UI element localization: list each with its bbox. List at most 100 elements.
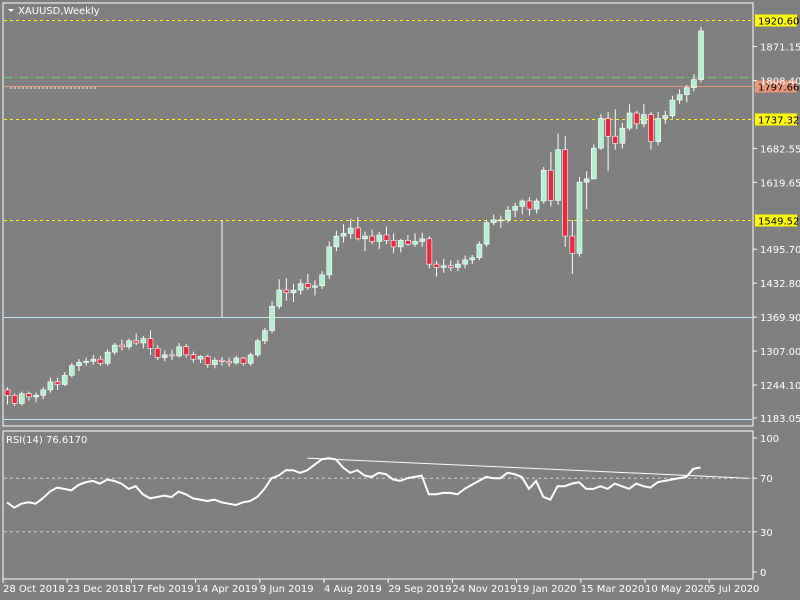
- candle-body[interactable]: [226, 361, 232, 364]
- candle-body[interactable]: [576, 181, 583, 254]
- candle-body[interactable]: [505, 209, 511, 221]
- candle-body[interactable]: [183, 346, 190, 356]
- candle-body[interactable]: [326, 246, 333, 276]
- candle-body[interactable]: [83, 361, 89, 363]
- candle-body[interactable]: [269, 305, 275, 331]
- candle-body[interactable]: [512, 206, 518, 211]
- candle-body[interactable]: [147, 338, 154, 349]
- candle-body[interactable]: [540, 169, 547, 202]
- candle-body[interactable]: [111, 344, 118, 353]
- candle-body[interactable]: [33, 395, 39, 398]
- candle-body[interactable]: [555, 149, 561, 201]
- candle-body[interactable]: [333, 235, 340, 248]
- candle-body[interactable]: [633, 112, 640, 125]
- candle-body[interactable]: [304, 283, 311, 288]
- candle-body[interactable]: [641, 114, 647, 125]
- candle-body[interactable]: [498, 219, 504, 222]
- candle-body[interactable]: [655, 118, 661, 142]
- candle-body[interactable]: [440, 265, 447, 268]
- candle-body[interactable]: [390, 240, 397, 248]
- candle-body[interactable]: [533, 200, 540, 210]
- candle-body[interactable]: [562, 149, 569, 237]
- candle-body[interactable]: [212, 359, 218, 365]
- candle-body[interactable]: [362, 235, 368, 240]
- candle-body[interactable]: [698, 30, 704, 80]
- candle-body[interactable]: [412, 241, 418, 245]
- candle-body[interactable]: [219, 359, 225, 362]
- candle-body[interactable]: [290, 289, 297, 294]
- candle-body[interactable]: [619, 127, 626, 144]
- candle-body[interactable]: [26, 393, 32, 398]
- candle-body[interactable]: [648, 114, 654, 142]
- candle-body[interactable]: [476, 243, 483, 258]
- candle-body[interactable]: [169, 354, 175, 357]
- candle-body[interactable]: [583, 178, 590, 183]
- candle-body[interactable]: [669, 99, 676, 117]
- candle-body[interactable]: [519, 200, 526, 207]
- candle-body[interactable]: [69, 365, 75, 376]
- candle-body[interactable]: [462, 259, 468, 265]
- candle-body[interactable]: [376, 234, 383, 242]
- candle-body[interactable]: [662, 115, 669, 119]
- candle-body[interactable]: [140, 338, 147, 344]
- candles[interactable]: [4, 26, 704, 407]
- candle-body[interactable]: [447, 265, 454, 268]
- candle-body[interactable]: [383, 234, 390, 241]
- rsi-trendline[interactable]: [307, 457, 749, 479]
- candle-body[interactable]: [11, 395, 18, 404]
- candle-body[interactable]: [433, 263, 440, 268]
- candle-body[interactable]: [154, 348, 161, 358]
- chart-menu-triangle-icon[interactable]: [8, 9, 14, 12]
- candle-body[interactable]: [426, 238, 433, 265]
- candle-body[interactable]: [483, 222, 490, 245]
- candle-body[interactable]: [347, 227, 354, 234]
- price-levels[interactable]: 1920.60 1797.66 1737.32 1549.52: [4, 14, 799, 420]
- candle-body[interactable]: [469, 257, 476, 261]
- candle-body[interactable]: [526, 200, 533, 210]
- candle-body[interactable]: [176, 346, 182, 357]
- candle-body[interactable]: [676, 94, 683, 101]
- candle-body[interactable]: [312, 285, 318, 288]
- candle-body[interactable]: [283, 289, 290, 294]
- candle-body[interactable]: [40, 389, 47, 396]
- candle-body[interactable]: [405, 240, 411, 245]
- candle-body[interactable]: [233, 357, 240, 364]
- candle-body[interactable]: [419, 238, 426, 242]
- candle-body[interactable]: [605, 118, 611, 137]
- candle-body[interactable]: [262, 330, 268, 342]
- candle-body[interactable]: [204, 356, 211, 365]
- candle-body[interactable]: [162, 354, 168, 358]
- candle-body[interactable]: [548, 169, 554, 201]
- candle-body[interactable]: [61, 375, 68, 385]
- candle-body[interactable]: [4, 389, 11, 396]
- candle-body[interactable]: [340, 233, 347, 237]
- candle-body[interactable]: [455, 263, 461, 268]
- candle-body[interactable]: [598, 118, 604, 149]
- candle-body[interactable]: [683, 87, 690, 95]
- candle-body[interactable]: [197, 356, 204, 360]
- candle-body[interactable]: [240, 357, 247, 364]
- candle-body[interactable]: [276, 289, 283, 307]
- candle-body[interactable]: [355, 227, 361, 240]
- candle-body[interactable]: [119, 344, 125, 348]
- candle-body[interactable]: [47, 381, 54, 391]
- candle-body[interactable]: [626, 112, 633, 129]
- candle-body[interactable]: [133, 340, 139, 344]
- rsi-line[interactable]: [6, 457, 701, 509]
- candle-body[interactable]: [612, 135, 619, 144]
- candle-body[interactable]: [254, 340, 261, 356]
- candle-body[interactable]: [691, 79, 697, 88]
- candle-body[interactable]: [90, 358, 97, 362]
- candle-body[interactable]: [190, 354, 197, 360]
- candle-body[interactable]: [490, 219, 497, 223]
- candle-body[interactable]: [297, 283, 304, 291]
- candle-body[interactable]: [319, 274, 325, 287]
- candle-body[interactable]: [97, 358, 104, 364]
- candle-body[interactable]: [369, 235, 375, 242]
- candle-body[interactable]: [397, 240, 404, 248]
- candle-body[interactable]: [247, 354, 254, 364]
- rsi-indicator[interactable]: [4, 457, 752, 533]
- candle-body[interactable]: [18, 393, 25, 404]
- candle-body[interactable]: [54, 381, 61, 385]
